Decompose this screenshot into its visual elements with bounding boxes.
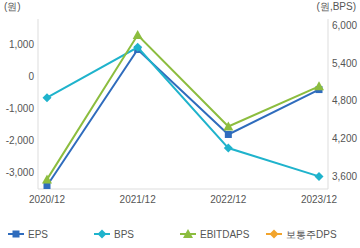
y-tick-label: -3,000 — [6, 167, 35, 178]
legend-label: BPS — [114, 229, 134, 240]
x-tick-label: 2023/12 — [301, 194, 338, 205]
legend-marker — [270, 230, 279, 239]
legend-marker — [13, 231, 20, 238]
point — [314, 81, 324, 90]
y2-axis-line — [328, 19, 329, 189]
x-tick-label: 2021/12 — [120, 194, 157, 205]
legend-label: 보통주DPS — [286, 229, 337, 240]
y2-tick-label: 4,800 — [332, 95, 357, 106]
y-tick-label: 1,000 — [9, 39, 34, 50]
point — [42, 174, 52, 183]
point — [133, 30, 143, 39]
point — [315, 172, 324, 181]
y2-tick-label: 4,200 — [332, 133, 357, 144]
point — [225, 131, 232, 138]
y2-tick-label: 5,400 — [332, 58, 357, 69]
legend-item: 보통주DPS — [266, 229, 337, 240]
y2-axis-label: (원,BPS) — [317, 1, 356, 12]
y-tick-label: -2,000 — [6, 135, 35, 146]
y-tick-label: -1,000 — [6, 103, 35, 114]
x-axis-line — [38, 189, 328, 190]
series-line — [47, 49, 319, 185]
point — [133, 43, 142, 52]
x-tick-label: 2020/12 — [29, 194, 66, 205]
legend-item: EPS — [8, 229, 48, 240]
y-axis-line — [38, 19, 39, 189]
series-line — [47, 35, 319, 179]
series-line — [47, 47, 319, 176]
legend-label: EBITDAPS — [200, 229, 250, 240]
point — [224, 144, 233, 153]
legend-label: EPS — [28, 229, 48, 240]
y-tick-label: 0 — [28, 71, 34, 82]
point — [43, 93, 52, 102]
legend-item: BPS — [94, 229, 134, 240]
point — [223, 121, 233, 130]
x-tick-label: 2022/12 — [210, 194, 247, 205]
chart: 1,000 0 -1,000 -2,000 -3,000 6,000 5,400 4,800 4… — [0, 0, 360, 248]
y-axis-label: (원) — [4, 1, 21, 12]
legend-item: EBITDAPS — [180, 229, 250, 240]
y2-tick-label: 6,000 — [332, 20, 357, 31]
legend-marker — [98, 230, 107, 239]
plot-area — [42, 30, 324, 189]
y2-tick-label: 3,600 — [332, 171, 357, 182]
legend-marker — [183, 229, 193, 238]
